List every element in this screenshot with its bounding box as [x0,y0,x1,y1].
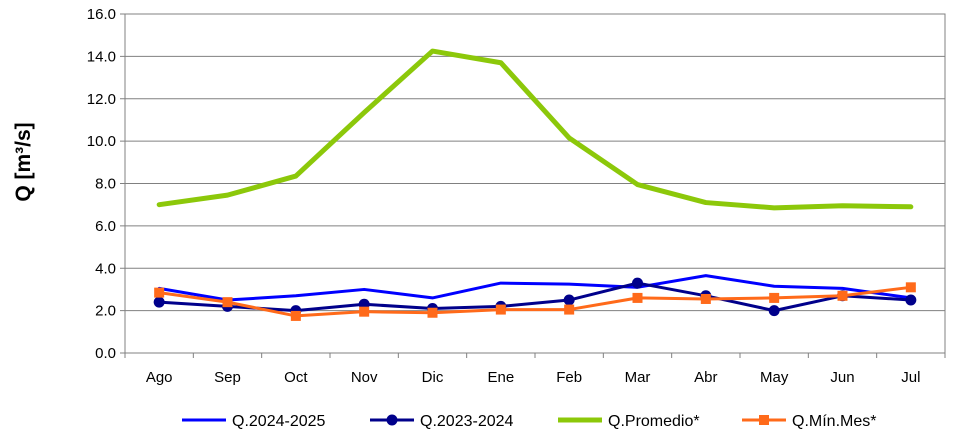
series-3 [156,48,914,211]
legend-item: Q.2023-2024 [370,413,514,430]
y-tick-label: 8.0 [95,176,116,193]
legend-label: Q.Mín.Mes* [792,413,876,430]
data-point [359,306,370,317]
legend-marker [759,415,769,425]
data-point [700,293,711,304]
data-point [564,304,575,315]
legend-label: Q.2023-2024 [420,413,514,430]
legend-label: Q.2024-2025 [232,413,326,430]
x-tick-label: Dic [422,369,444,386]
x-axis-ticks: Ago Sep Oct Nov Dic Ene Feb Mar Abr May Jun Jul [124,353,946,386]
legend-label: Q.Promedio* [608,413,700,430]
x-tick-label: Nov [351,369,378,386]
y-tick-label: 4.0 [95,260,116,277]
series-layer [153,48,917,321]
x-tick-label: May [760,369,789,386]
x-tick-label: Feb [556,369,582,386]
data-point [154,287,165,298]
x-tick-label: Abr [694,369,717,386]
data-point [905,294,917,306]
data-point [222,297,233,308]
y-tick-label: 2.0 [95,303,116,320]
legend-item: Q.2024-2025 [182,413,326,430]
data-point [837,290,848,301]
y-tick-label: 6.0 [95,218,116,235]
x-tick-label: Jul [901,369,920,386]
series-1 [157,274,913,302]
data-point [495,304,506,315]
series-line [157,281,913,313]
x-tick-label: Jun [830,369,854,386]
legend-item: Q.Mín.Mes* [742,413,876,430]
legend: Q.2024-2025 Q.2023-2024 Q.Promedio* Q.Mín.M… [182,413,876,430]
legend-item: Q.Promedio* [558,413,700,430]
x-tick-label: Mar [625,369,651,386]
data-point [632,292,643,303]
data-point [905,282,916,293]
legend-marker [386,414,398,426]
data-point [768,305,780,317]
series-line [156,48,914,211]
y-tick-label: 16.0 [87,6,116,23]
data-point [290,310,301,321]
y-tick-label: 14.0 [87,48,116,65]
y-tick-label: 12.0 [87,91,116,108]
y-axis-ticks: 0.0 2.0 4.0 6.0 8.0 10.0 12.0 14.0 16.0 [87,6,125,362]
data-point [632,277,643,289]
y-tick-label: 0.0 [95,345,116,362]
x-tick-label: Oct [284,369,308,386]
data-point [769,292,780,303]
data-point [427,307,438,318]
data-point [563,294,575,306]
y-tick-label: 10.0 [87,133,116,150]
y-axis-title: Q [m³/s] [12,122,35,201]
x-tick-label: Ene [487,369,514,386]
series-line [157,285,913,318]
x-tick-label: Sep [214,369,241,386]
series-4 [154,282,916,321]
x-tick-label: Ago [146,369,173,386]
series-line [157,274,913,302]
data-point [153,296,165,308]
